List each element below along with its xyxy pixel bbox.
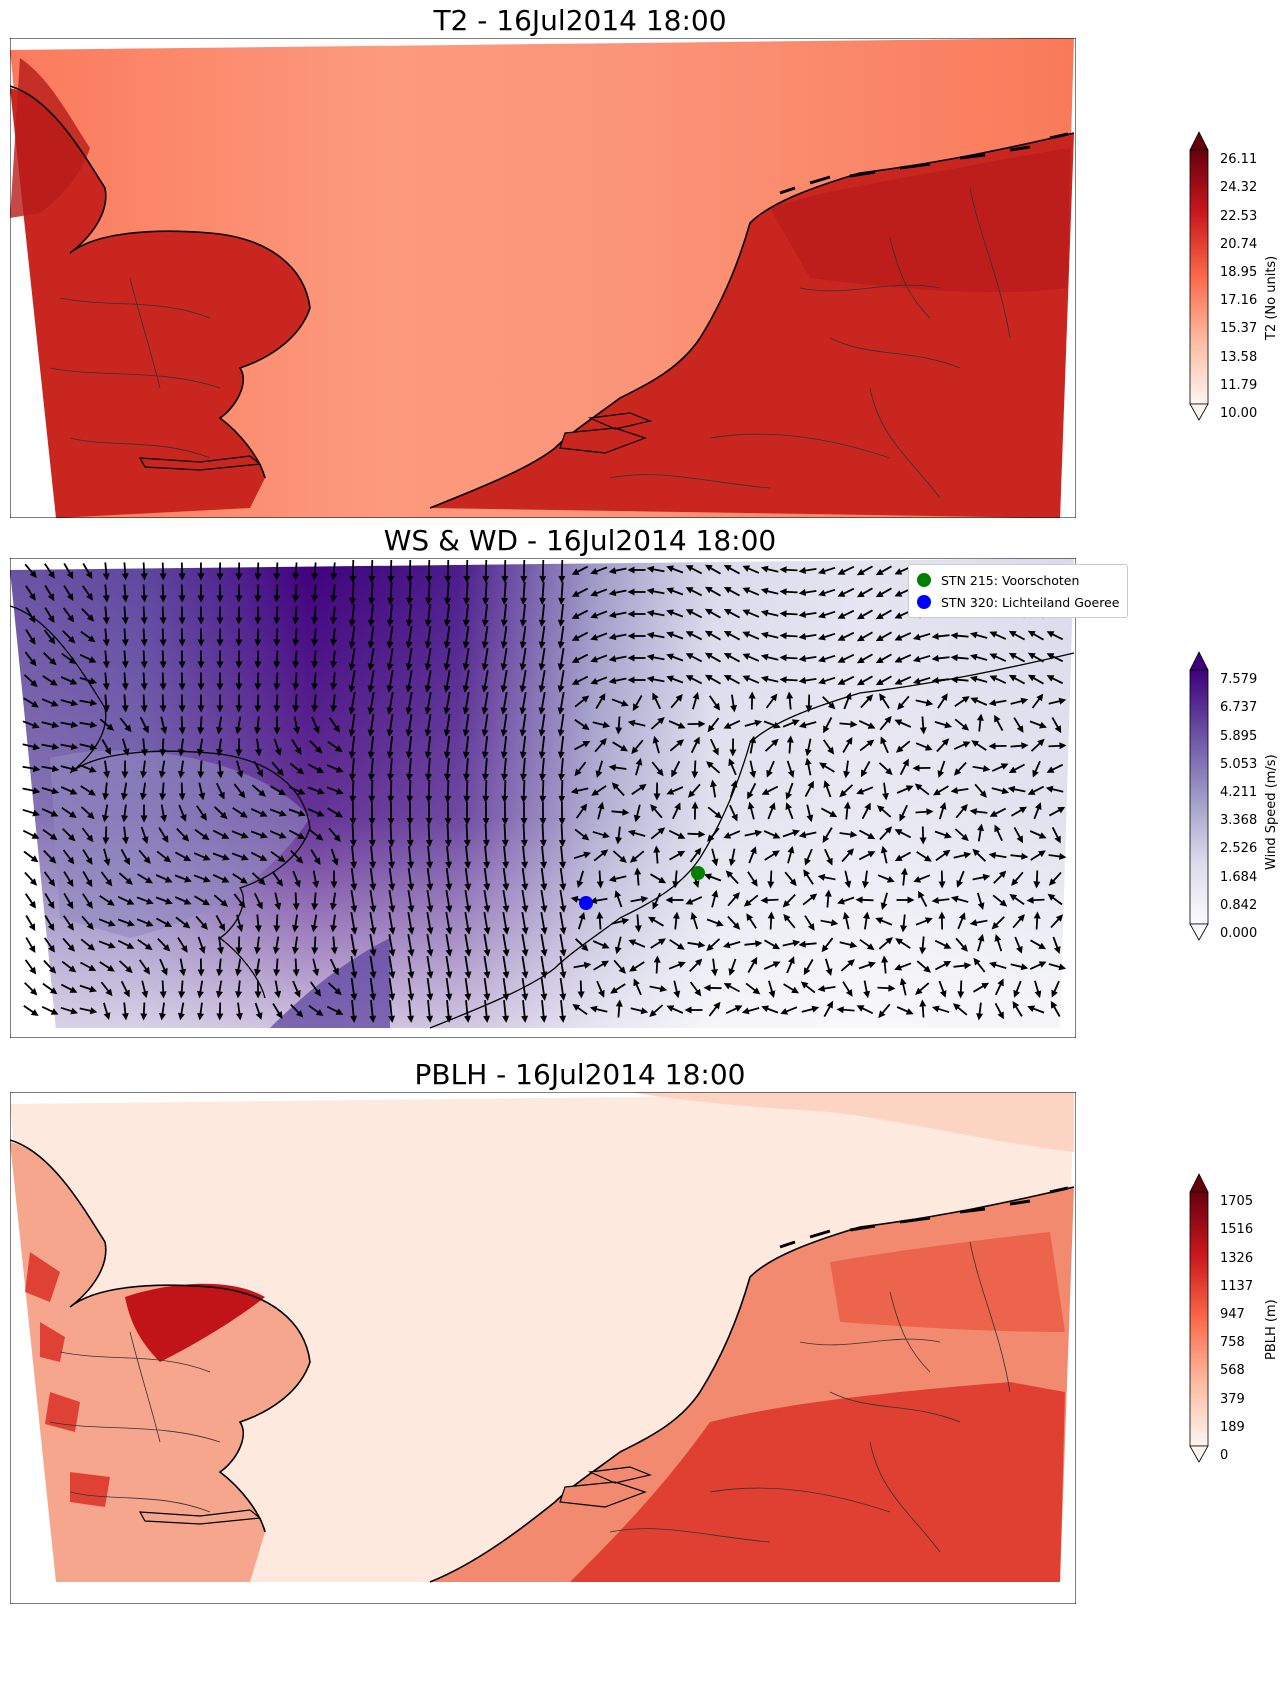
- wind-colorbar-label: Wind Speed (m/s): [1264, 754, 1279, 870]
- pblh-tick: 1516: [1220, 1222, 1254, 1237]
- pblh-title: PBLH - 16Jul2014 18:00: [414, 1058, 746, 1091]
- legend-item: STN 320: Lichteiland Goeree: [917, 591, 1119, 613]
- pblh-tick: 758: [1220, 1335, 1245, 1350]
- wind-colorbar: [1188, 650, 1210, 946]
- pblh-tick: 1705: [1220, 1194, 1254, 1209]
- t2-tick: 13.58: [1220, 350, 1258, 365]
- wind-tick: 0.842: [1220, 898, 1258, 913]
- t2-tick: 24.32: [1220, 180, 1258, 195]
- wind-map: [10, 558, 1160, 1074]
- wind-tick: 6.737: [1220, 700, 1258, 715]
- t2-colorbar: [1188, 130, 1210, 426]
- t2-colorbar-label: T2 (No units): [1264, 255, 1279, 340]
- t2-map: [10, 38, 1160, 554]
- pblh-tick: 1137: [1220, 1279, 1254, 1294]
- legend-label: STN 215: Voorschoten: [941, 572, 1080, 588]
- t2-tick: 20.74: [1220, 237, 1258, 252]
- pblh-tick: 189: [1220, 1420, 1245, 1435]
- pblh-panel: PBLH - 16Jul2014 18:00: [0, 1058, 1283, 1690]
- wind-tick: 2.526: [1220, 841, 1258, 856]
- pblh-tick: 379: [1220, 1392, 1245, 1407]
- legend-label: STN 320: Lichteiland Goeree: [941, 594, 1120, 610]
- legend-item: STN 215: Voorschoten: [917, 569, 1119, 591]
- wind-legend: STN 215: Voorschoten STN 320: Lichteilan…: [908, 564, 1129, 618]
- legend-marker-green: [917, 573, 931, 587]
- wind-tick: 5.895: [1220, 729, 1258, 744]
- wind-panel: WS & WD - 16Jul2014 18:00: [0, 520, 1283, 1040]
- wind-tick: 4.211: [1220, 785, 1258, 800]
- t2-tick: 18.95: [1220, 265, 1258, 280]
- t2-tick: 17.16: [1220, 293, 1258, 308]
- pblh-colorbar-label: PBLH (m): [1264, 1299, 1279, 1360]
- pblh-tick: 568: [1220, 1363, 1245, 1378]
- t2-tick: 26.11: [1220, 152, 1258, 167]
- wind-tick: 3.368: [1220, 813, 1258, 828]
- t2-tick: 11.79: [1220, 378, 1258, 393]
- pblh-tick: 947: [1220, 1307, 1245, 1322]
- t2-title: T2 - 16Jul2014 18:00: [433, 4, 727, 37]
- station-215-marker: [691, 866, 705, 880]
- station-320-marker: [579, 896, 593, 910]
- t2-panel: T2 - 16Jul2014 18:00: [0, 0, 1283, 520]
- pblh-colorbar: [1188, 1172, 1210, 1468]
- pblh-highland-area: [125, 1283, 265, 1362]
- legend-marker-blue: [917, 595, 931, 609]
- wind-title: WS & WD - 16Jul2014 18:00: [383, 524, 777, 557]
- pblh-map: [10, 1092, 1160, 1608]
- wind-vectors: [22, 559, 1067, 1023]
- pblh-tick: 1326: [1220, 1251, 1254, 1266]
- t2-uk-land: [10, 88, 310, 518]
- t2-tick: 10.00: [1220, 406, 1258, 421]
- t2-tick: 22.53: [1220, 209, 1258, 224]
- wind-tick: 5.053: [1220, 757, 1258, 772]
- wind-tick: 1.684: [1220, 870, 1258, 885]
- wind-tick: 0.000: [1220, 926, 1258, 941]
- wind-tick: 7.579: [1220, 672, 1258, 687]
- t2-tick: 15.37: [1220, 321, 1258, 336]
- pblh-tick: 0: [1220, 1448, 1229, 1463]
